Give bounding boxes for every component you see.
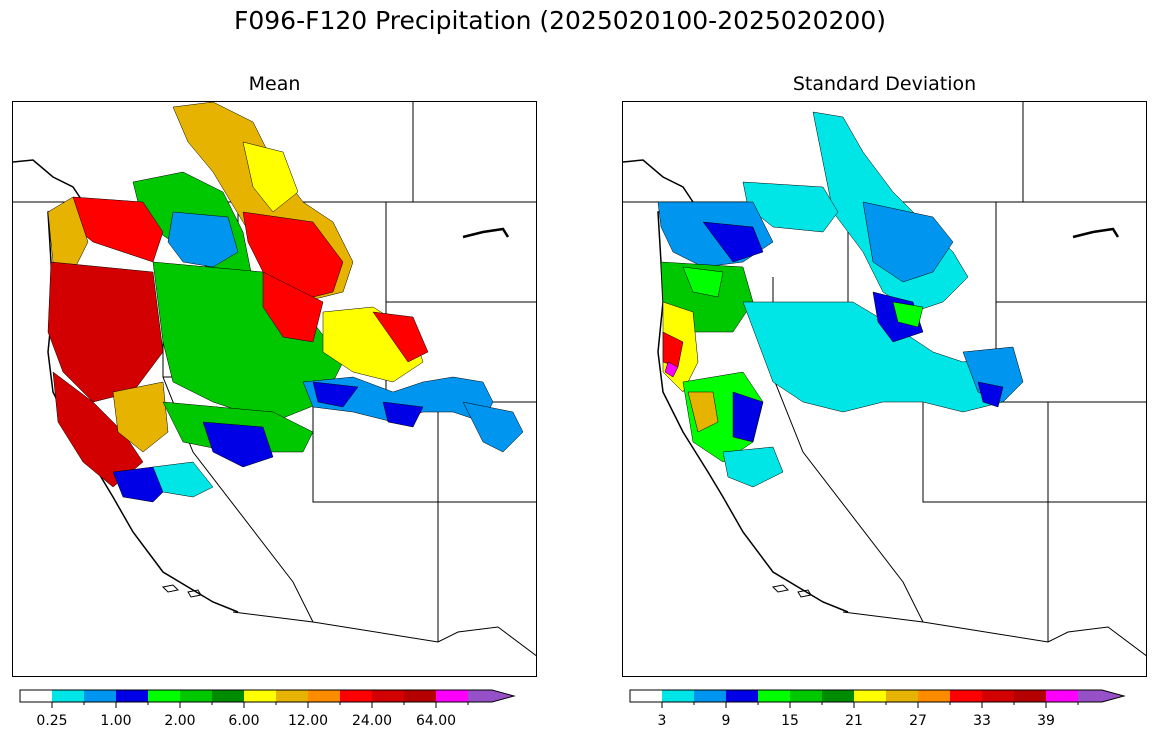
stddev-colorbar-segment [630, 690, 662, 702]
state-line [162, 277, 314, 623]
canada-border-east [1022, 102, 1146, 203]
region-blue-wy [962, 346, 1024, 403]
region-sierra [112, 381, 169, 453]
stddev-colorbar-segment [822, 690, 854, 702]
stddev-colorbar-segment [950, 690, 982, 702]
region-darkblue-wy [977, 381, 1004, 408]
mean-colorbar-tick-label: 12.00 [288, 713, 328, 729]
region-olympic [47, 196, 89, 273]
region-darkblue-wy [312, 381, 359, 408]
mean-colorbar-segment [116, 690, 148, 702]
region-lime-id [892, 301, 924, 328]
stddev-colorbar-segment [790, 690, 822, 702]
stddev-colorbar-segment [694, 690, 726, 702]
canada-border-east [412, 102, 536, 203]
region-red-central [262, 271, 324, 343]
stddev-colorbar-tick-label: 3 [658, 713, 667, 729]
mean-panel-title: Mean [248, 73, 301, 95]
mean-colorbar-segment [212, 690, 244, 702]
stddev-panel-title: Standard Deviation [792, 73, 977, 95]
stddev-colorbar-tick-label: 33 [973, 713, 991, 729]
region-cyan-ca [152, 461, 214, 498]
pacific-coastline [13, 159, 239, 613]
stddev-map [622, 101, 1147, 677]
region-darkblue-wa [702, 221, 764, 263]
region-magenta-or [664, 361, 679, 378]
channel-island [771, 584, 790, 593]
stddev-colorbar-segment [758, 690, 790, 702]
mean-colorbar-segment [84, 690, 116, 702]
stddev-colorbar-tick-label: 39 [1037, 713, 1055, 729]
mean-colorbar-segment [20, 690, 52, 702]
state-line [922, 402, 1146, 503]
stddev-colorbar-segment [886, 690, 918, 702]
region-blue-co [462, 401, 524, 453]
mean-colorbar-segment [148, 690, 180, 702]
stddev-colorbar-segment [1046, 690, 1078, 702]
stddev-colorbar-segment [854, 690, 886, 702]
mean-colorbar: 0.25 1.00 2.00 6.00 12.00 24.00 64.00 [19, 689, 532, 729]
region-lime-or [682, 266, 724, 298]
mean-colorbar-tick-label: 64.00 [416, 713, 456, 729]
mean-colorbar-tick-label: 24.00 [352, 713, 392, 729]
stddev-colorbar-svg: 3 9 15 21 27 33 39 [629, 689, 1126, 729]
state-line [312, 402, 536, 503]
region-darkblue-nv [202, 421, 274, 468]
mean-colorbar-segment [468, 690, 514, 702]
pacific-coastline [623, 159, 849, 613]
mean-colorbar-tick-label: 1.00 [100, 713, 131, 729]
mean-colorbar-segment [244, 690, 276, 702]
mean-colorbar-tick-label: 0.25 [36, 713, 67, 729]
mean-colorbar-segment [340, 690, 372, 702]
stddev-colorbar-segment [982, 690, 1014, 702]
mean-colorbar-segment [372, 690, 404, 702]
mean-colorbar-svg: 0.25 1.00 2.00 6.00 12.00 24.00 64.00 [19, 689, 516, 729]
mean-colorbar-segment [180, 690, 212, 702]
mexico-border [232, 611, 536, 657]
mean-colorbar-segment [308, 690, 340, 702]
region-darkblue-ca [732, 391, 764, 443]
stddev-colorbar-tick-label: 15 [781, 713, 799, 729]
region-gold-ca [687, 391, 719, 433]
stddev-colorbar-segment [662, 690, 694, 702]
great-salt-lake [1072, 227, 1120, 239]
mean-colorbar-segment [52, 690, 84, 702]
channel-island [187, 589, 202, 598]
channel-island [161, 584, 180, 593]
stddev-colorbar-segment [918, 690, 950, 702]
region-blue-id [862, 201, 954, 283]
stddev-colorbar-tick-label: 27 [909, 713, 927, 729]
stddev-colorbar-outline [629, 689, 1126, 703]
stddev-colorbar: 3 9 15 21 27 33 39 [629, 689, 1142, 729]
stddev-colorbar-segment [726, 690, 758, 702]
stddev-colorbar-segment [1078, 690, 1124, 702]
region-cyan-ca2 [722, 446, 784, 488]
mean-colorbar-segment [436, 690, 468, 702]
great-salt-lake [462, 227, 510, 239]
region-darkblue-wy2 [382, 401, 424, 428]
figure-title: F096-F120 Precipitation (2025020100-2025… [233, 6, 886, 35]
region-red-or [47, 261, 164, 403]
mexico-border [842, 611, 1146, 657]
channel-island [797, 589, 812, 598]
stddev-colorbar-tick-label: 21 [845, 713, 863, 729]
mean-colorbar-segment [276, 690, 308, 702]
mean-map [12, 101, 537, 677]
mean-colorbar-tick-label: 6.00 [228, 713, 259, 729]
mean-colorbar-tick-label: 2.00 [164, 713, 195, 729]
region-red-mt [372, 311, 429, 363]
mean-map-canvas [13, 102, 536, 657]
stddev-colorbar-segment [1014, 690, 1046, 702]
region-blue-wa [167, 211, 239, 268]
stddev-colorbar-tick-label: 9 [722, 713, 731, 729]
stddev-map-canvas [623, 102, 1146, 657]
region-yellow-2 [242, 141, 299, 213]
mean-colorbar-segment [404, 690, 436, 702]
mean-colorbar-outline [19, 689, 516, 703]
